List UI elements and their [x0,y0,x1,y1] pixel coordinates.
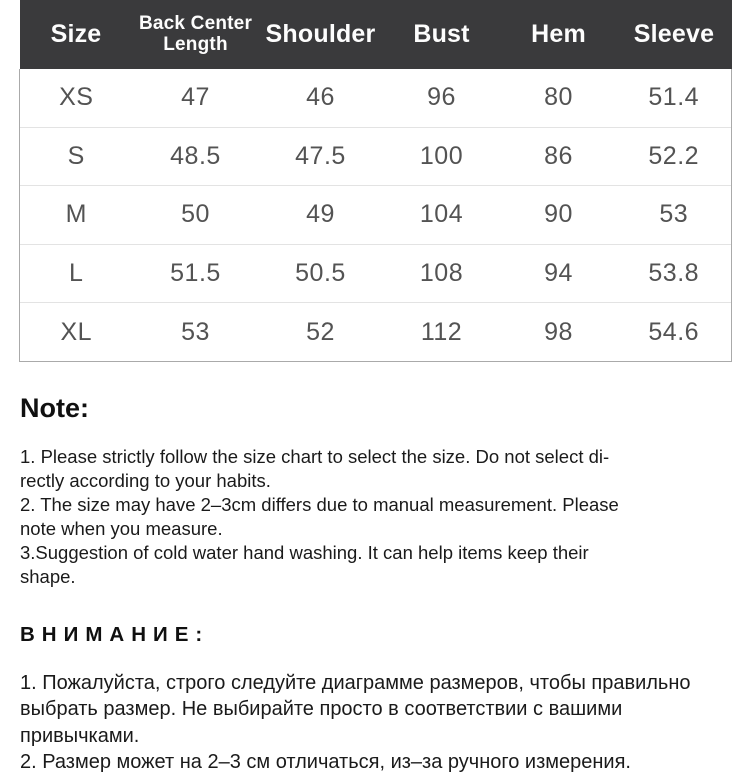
table-cell: 98 [500,302,617,362]
column-header-size: Size [19,0,133,69]
table-cell: 46 [306,83,335,112]
size-label: S [19,126,133,186]
table-cell: 53.8 [616,243,732,303]
table-cell: 50.5 [258,243,383,303]
table-cell: 50 [132,185,259,245]
table-cell: 104 [382,185,501,245]
attention-title: ВНИМАНИЕ: [20,622,210,646]
table-cell: 47.5 [258,126,383,186]
table-cell: 49 [258,185,383,245]
table-row-xl: XL 53 52 112 98 54.6 [19,302,732,362]
column-header-back-center-length: Back Center Length [132,0,259,69]
table-cell: 48.5 [132,126,259,186]
size-chart-table: Size Back Center Length Shoulder Bust He… [19,0,732,362]
note-title: Note: [20,392,89,423]
column-header-hem: Hem [500,0,617,69]
table-cell: 94 [500,243,617,303]
size-label: L [19,243,133,303]
table-cell: 112 [382,302,501,362]
table-cell: 53 [132,302,259,362]
table-cell: 52 [258,302,383,362]
note-body: 1. Please strictly follow the size chart… [20,445,619,587]
table-row-m: M 50 49 104 90 53 [19,185,732,245]
table-cell: 54.6 [616,302,732,362]
column-header-bust: Bust [382,0,501,69]
table-cell: 100 [382,126,501,186]
table-cell: 96 [427,83,456,112]
table-cell: 51.5 [132,243,259,303]
table-row-l: L 51.5 50.5 108 94 53.8 [19,243,732,303]
attention-body: 1. Пожалуйста, строго следуйте диаграмме… [20,671,691,774]
size-label: XS [19,69,133,128]
table-cell: 108 [382,243,501,303]
table-cell: 80 [544,83,573,112]
column-header-shoulder: Shoulder [258,0,383,69]
column-header-sleeve: Sleeve [616,0,732,69]
size-chart-section: Size Back Center Length Shoulder Bust He… [19,0,732,362]
table-cell: 53 [616,185,732,245]
table-cell: 52.2 [616,126,732,186]
size-label: M [19,185,133,245]
table-cell: 51.4 [616,69,732,128]
table-cell: 86 [500,126,617,186]
table-row-xs: XS 47 46 96 80 51.4 [19,69,732,128]
table-row-s: S 48.5 47.5 100 86 52.2 [19,126,732,186]
notes-section: Note: 1. Please strictly follow the size… [0,393,750,776]
size-label: XL [19,302,133,362]
table-cell: 90 [500,185,617,245]
table-cell: 47 [181,83,210,112]
size-chart-header-row: Size Back Center Length Shoulder Bust He… [19,0,732,69]
